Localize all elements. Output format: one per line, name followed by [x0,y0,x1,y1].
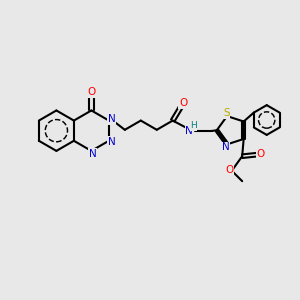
Text: O: O [87,87,95,97]
Text: N: N [89,149,97,159]
Text: N: N [185,126,193,136]
Text: O: O [179,98,187,108]
Text: H: H [190,122,197,130]
Text: N: N [108,137,116,147]
Text: O: O [256,149,265,159]
Text: O: O [226,166,234,176]
Text: N: N [222,142,230,152]
Text: S: S [223,108,230,118]
Text: N: N [108,114,116,124]
